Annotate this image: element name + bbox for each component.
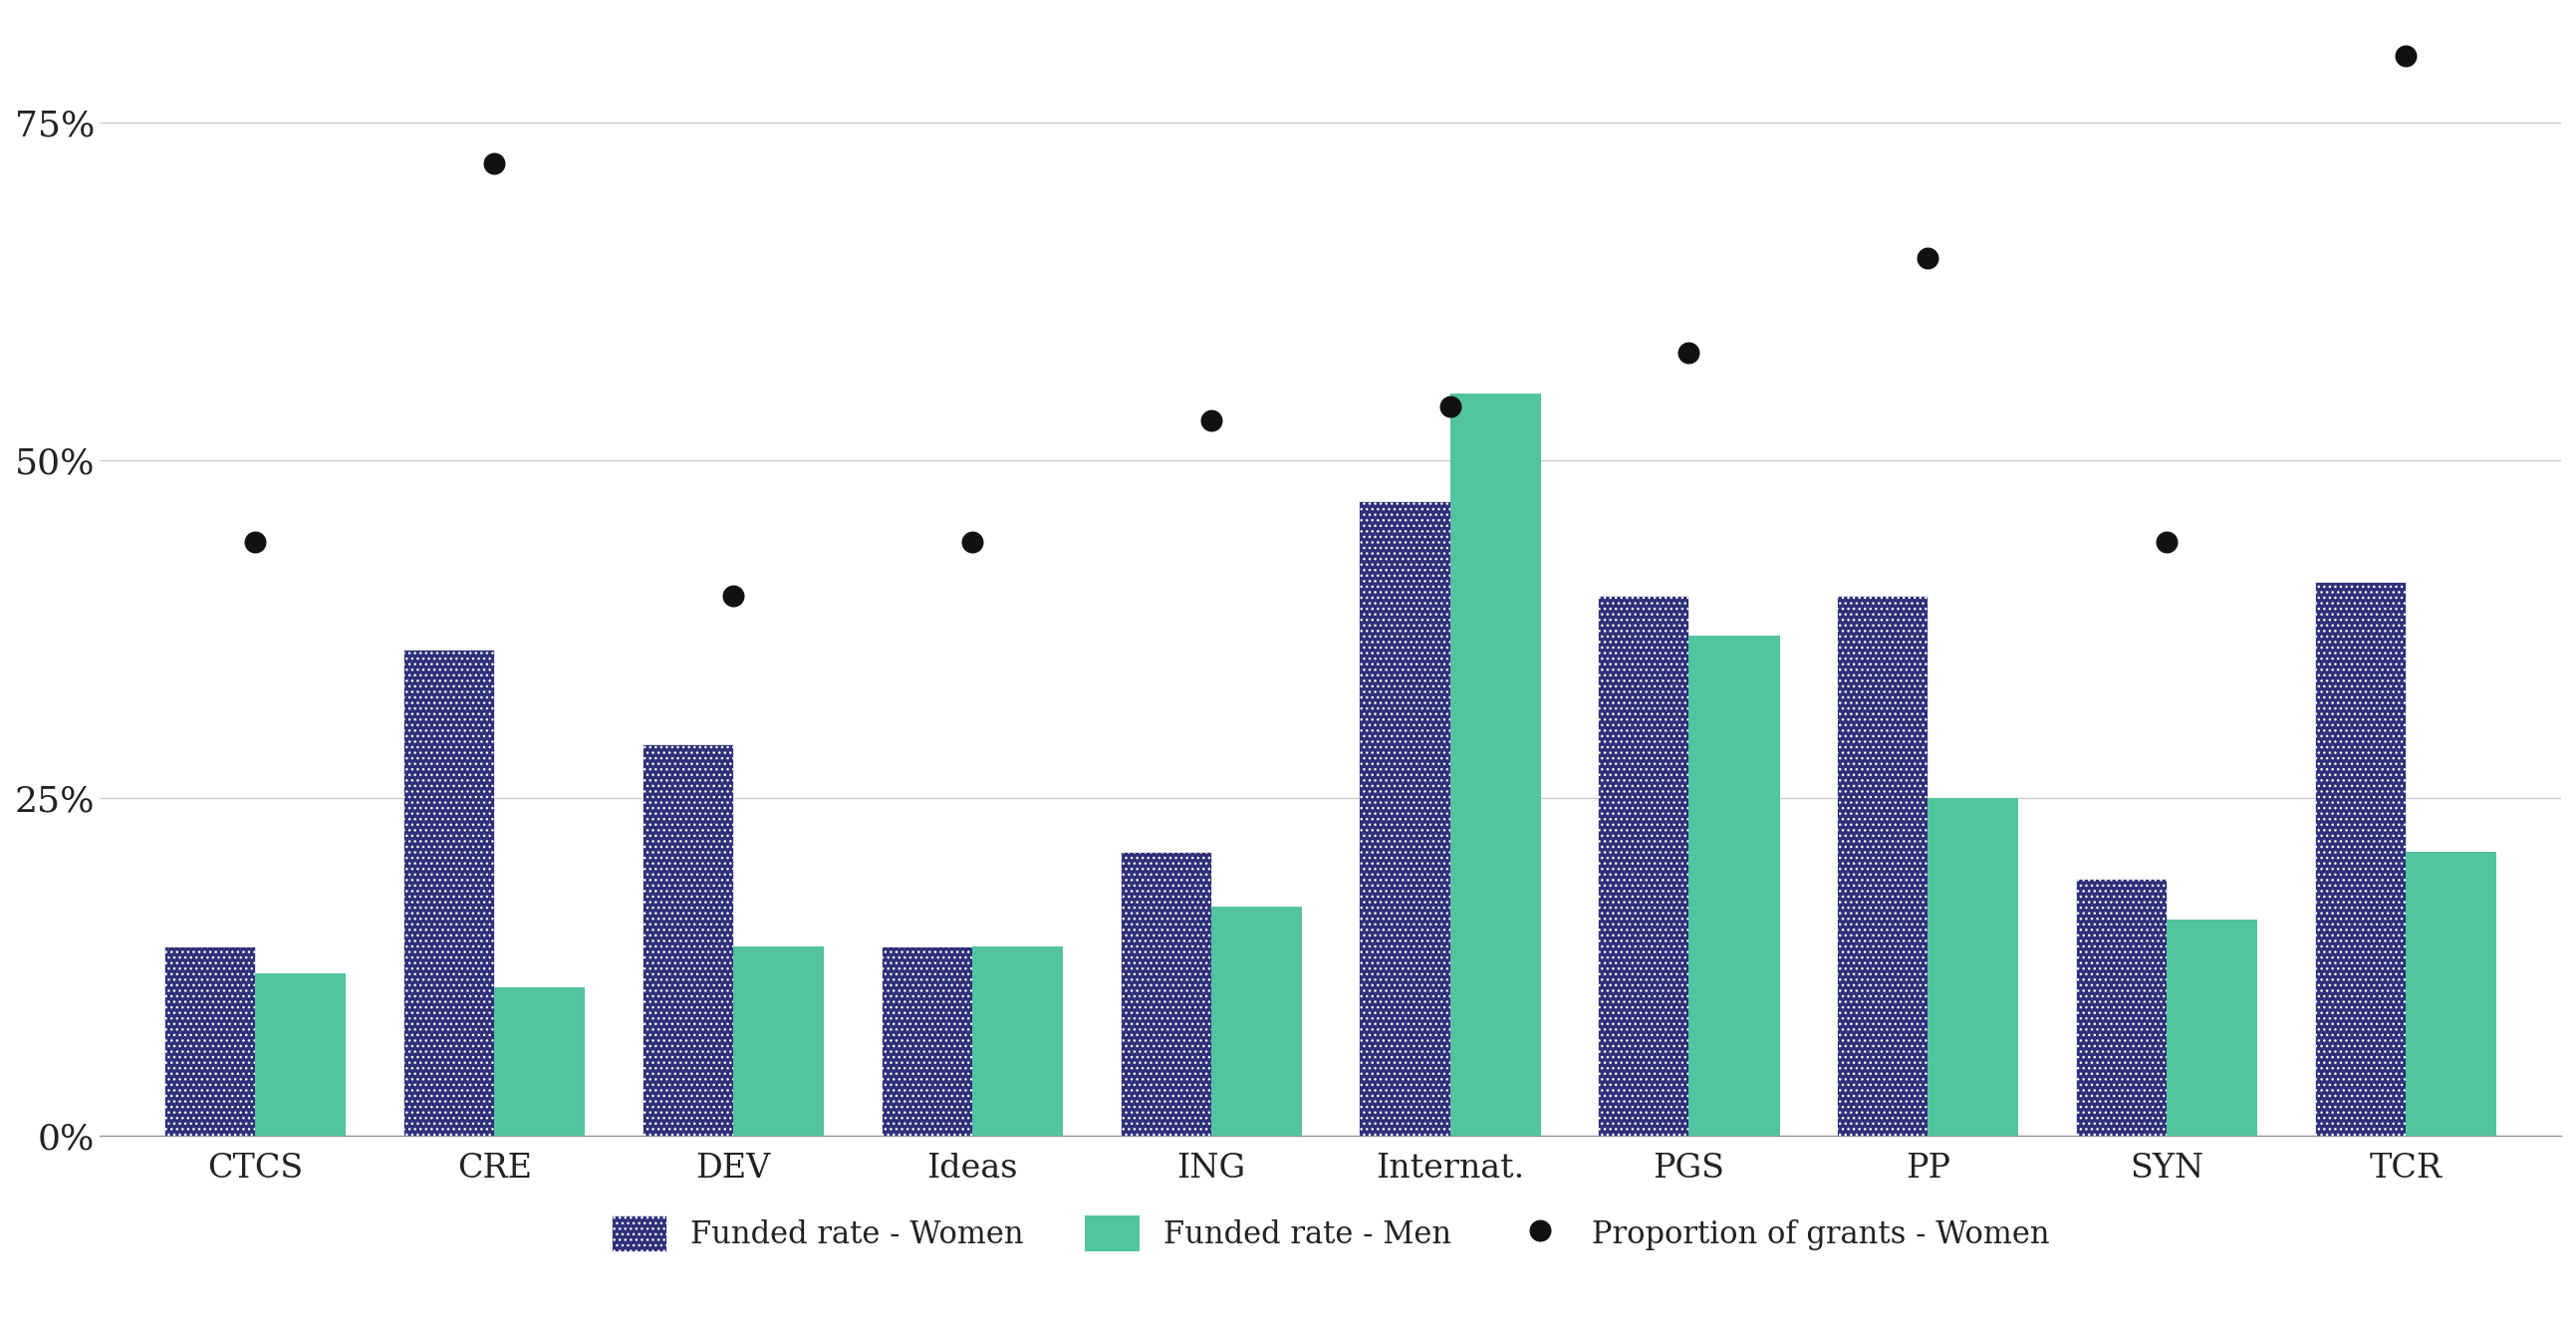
Bar bbox=[1121, 852, 1211, 1136]
Point bbox=[2385, 45, 2427, 67]
Point bbox=[1906, 247, 1947, 269]
Bar bbox=[255, 974, 345, 1136]
Bar bbox=[165, 947, 255, 1136]
Bar bbox=[1927, 798, 2020, 1136]
Bar bbox=[495, 987, 585, 1136]
Point bbox=[1430, 395, 1471, 417]
Point bbox=[1669, 342, 1710, 363]
Bar bbox=[1837, 596, 1927, 1136]
Bar bbox=[1597, 596, 1690, 1136]
Bar bbox=[1211, 906, 1301, 1136]
Bar bbox=[881, 947, 971, 1136]
Bar bbox=[971, 947, 1064, 1136]
Bar bbox=[1450, 393, 1540, 1136]
Point bbox=[1190, 409, 1231, 430]
Point bbox=[474, 152, 515, 174]
Point bbox=[951, 530, 992, 552]
Bar bbox=[2166, 919, 2257, 1136]
Point bbox=[714, 585, 755, 607]
Point bbox=[2146, 530, 2187, 552]
Bar bbox=[404, 649, 495, 1136]
Point bbox=[234, 530, 276, 552]
Bar bbox=[2406, 852, 2496, 1136]
Bar bbox=[2076, 879, 2166, 1136]
Bar bbox=[1690, 636, 1780, 1136]
Bar bbox=[734, 947, 824, 1136]
Bar bbox=[2316, 582, 2406, 1136]
Bar bbox=[1360, 501, 1450, 1136]
Legend: Funded rate - Women, Funded rate - Men, Proportion of grants - Women: Funded rate - Women, Funded rate - Men, … bbox=[595, 1201, 2066, 1267]
Bar bbox=[641, 744, 734, 1136]
